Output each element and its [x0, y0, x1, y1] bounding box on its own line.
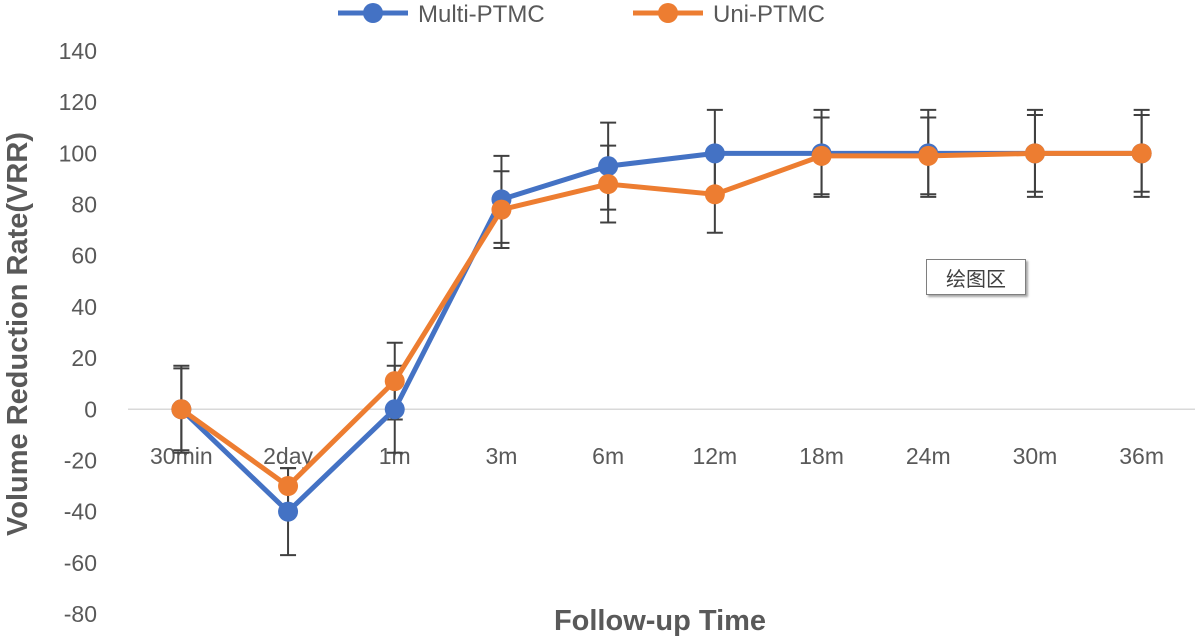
data-point[interactable]: [278, 501, 299, 522]
y-tick-label: 60: [71, 243, 97, 269]
data-point[interactable]: [491, 199, 512, 220]
series-line: [179, 150, 1142, 515]
y-tick-label: 140: [59, 38, 97, 64]
y-tick-label: 20: [71, 345, 97, 371]
x-axis-title: Follow-up Time: [554, 605, 766, 637]
x-tick-label: 18m: [799, 443, 844, 469]
legend-item[interactable]: Multi-PTMC: [338, 1, 545, 28]
x-tick-label: 24m: [906, 443, 951, 469]
y-tick-label: -40: [64, 499, 97, 525]
plot-area-tooltip: 绘图区: [926, 259, 1026, 295]
y-tick-label: 40: [71, 294, 97, 320]
data-point[interactable]: [1024, 143, 1045, 164]
series-uni-ptmc: [171, 143, 1152, 497]
y-axis-title: Volume Reduction Rate(VRR): [2, 132, 34, 536]
y-tick-label: 120: [59, 89, 97, 115]
data-point[interactable]: [384, 371, 405, 392]
data-point[interactable]: [171, 399, 192, 420]
y-tick-label: 100: [59, 140, 97, 166]
data-point[interactable]: [384, 399, 405, 420]
x-axis-tick-labels: 30min 2day 1m 3m 6m 12m 18m 24m 30m 36m: [150, 443, 1164, 469]
data-point[interactable]: [598, 156, 619, 177]
y-axis-tick-labels: 140 120 100 80 60 40 20 0 -20 -40 -60 -80: [59, 38, 97, 627]
legend-marker: [363, 3, 383, 23]
series-layer: [171, 143, 1152, 522]
x-tick-label: 6m: [592, 443, 624, 469]
data-point[interactable]: [918, 145, 939, 166]
y-tick-label: -60: [64, 550, 97, 576]
x-tick-label: 12m: [692, 443, 737, 469]
legend-marker: [658, 3, 678, 23]
error-bars-layer: [173, 108, 1150, 557]
data-point[interactable]: [704, 143, 725, 164]
y-tick-label: -20: [64, 447, 97, 473]
legend-item[interactable]: Uni-PTMC: [633, 1, 825, 28]
data-point[interactable]: [1131, 143, 1152, 164]
series-line: [179, 150, 1142, 489]
data-point[interactable]: [811, 145, 832, 166]
y-tick-label: 80: [71, 192, 97, 218]
legend-label: Multi-PTMC: [418, 1, 545, 28]
series-multi-ptmc: [171, 143, 1152, 522]
legend[interactable]: Multi-PTMC Uni-PTMC: [338, 1, 825, 28]
y-tick-label: 0: [84, 396, 97, 422]
x-tick-label: 2day: [263, 443, 313, 469]
data-point[interactable]: [704, 184, 725, 205]
x-tick-label: 30m: [1013, 443, 1058, 469]
data-point[interactable]: [278, 476, 299, 497]
legend-label: Uni-PTMC: [713, 1, 825, 28]
data-point[interactable]: [598, 174, 619, 195]
y-tick-label: -80: [64, 601, 97, 627]
x-tick-label: 3m: [485, 443, 517, 469]
x-tick-label: 36m: [1119, 443, 1164, 469]
